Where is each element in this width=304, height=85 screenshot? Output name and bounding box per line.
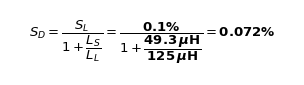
Text: $S_D = \dfrac{S_L}{1+\dfrac{L_S}{L_L}} = \dfrac{\mathbf{0.1\%}}{1+\dfrac{\mathbf: $S_D = \dfrac{S_L}{1+\dfrac{L_S}{L_L}} =… bbox=[29, 19, 275, 66]
